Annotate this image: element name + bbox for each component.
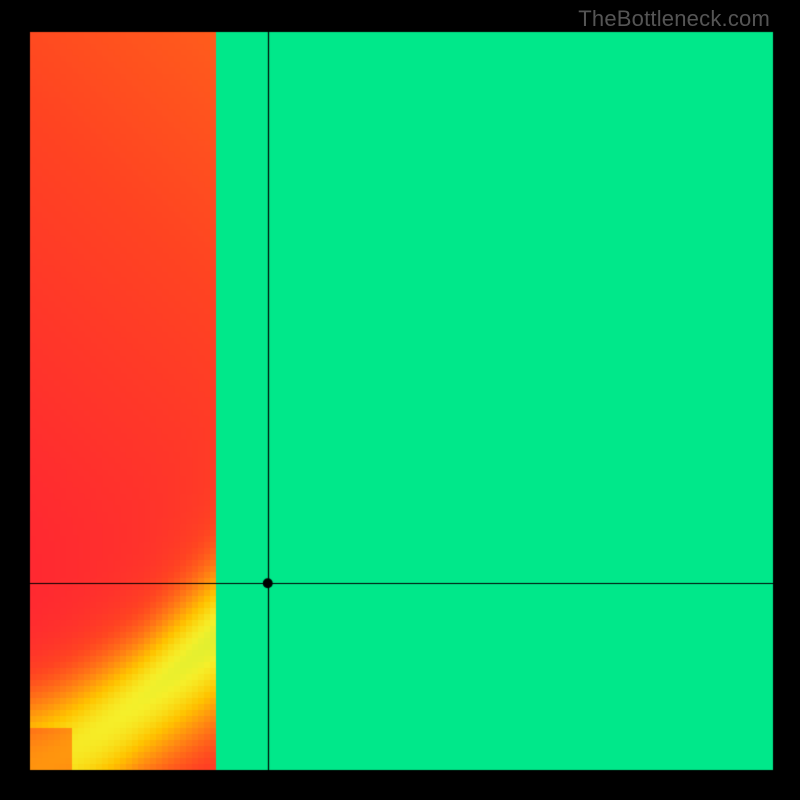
- chart-frame: TheBottleneck.com: [0, 0, 800, 800]
- watermark-text: TheBottleneck.com: [578, 6, 770, 32]
- bottleneck-heatmap: [0, 0, 800, 800]
